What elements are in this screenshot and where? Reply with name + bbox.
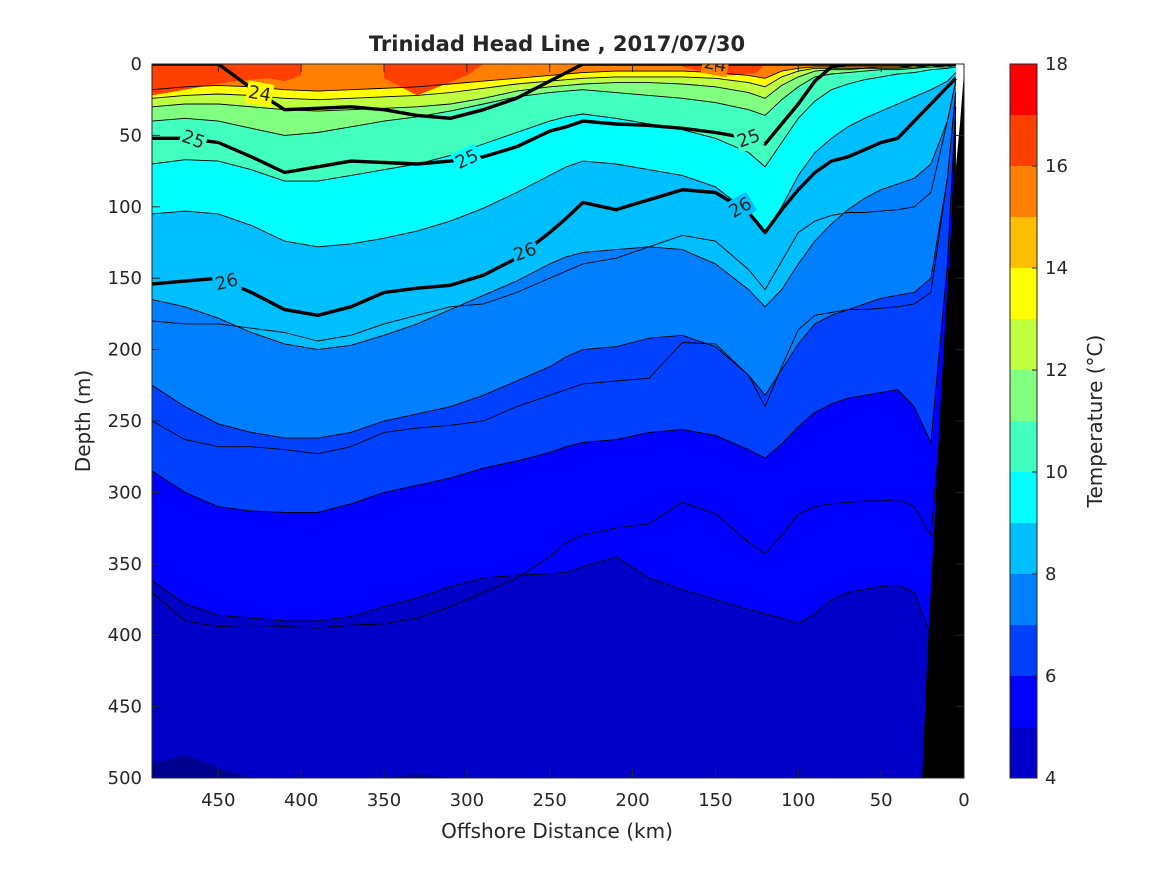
sigma-contour-thin-4 <box>152 92 957 455</box>
x-axis: 450 400 350 300 250 200 150 100 50 0 <box>201 64 970 811</box>
colorbar-tick-label: 4 <box>1045 768 1056 789</box>
contour-label-bg <box>177 124 210 155</box>
x-tick-label: 150 <box>698 790 732 811</box>
sigma-contour-thin-5 <box>152 106 957 629</box>
colorbar-label: Temperature (°C) <box>1083 335 1107 509</box>
colorbar-tick-label: 18 <box>1045 54 1068 75</box>
chart-title: Trinidad Head Line , 2017/07/30 <box>369 32 745 56</box>
colorbar-frame <box>1009 63 1038 779</box>
contour-label-bg <box>450 143 484 175</box>
colorbar-swatch-5 <box>1010 676 1037 727</box>
y-tick-label: 0 <box>131 54 142 75</box>
y-tick-label: 200 <box>108 340 142 361</box>
sigma-contour-24 <box>152 64 956 121</box>
y-tick-label: 400 <box>108 625 142 646</box>
colorbar-swatch-6 <box>1010 625 1037 676</box>
colorbar-swatch-17 <box>1010 64 1037 115</box>
colorbar-swatch-12 <box>1010 319 1037 370</box>
colorbar-tick-label: 8 <box>1045 564 1056 585</box>
x-tick-label: 400 <box>284 790 318 811</box>
colorbar-tick-label: 12 <box>1045 360 1068 381</box>
isotherm-line-10 <box>152 72 957 248</box>
contour-label-group: 24 <box>244 80 275 107</box>
sigma-contour-25 <box>152 64 956 175</box>
x-tick-label: 350 <box>367 790 401 811</box>
isotherm-line-15 <box>152 64 956 92</box>
isotherm-line-14 <box>152 64 956 101</box>
y-tick-label: 250 <box>108 411 142 432</box>
isotherm-line-12 <box>152 64 956 136</box>
y-tick-label: 50 <box>119 125 142 146</box>
contour-label-bg <box>211 267 243 296</box>
x-tick-label: 450 <box>201 790 235 811</box>
y-axis: 0 50 100 150 200 250 300 350 400 450 500 <box>108 54 964 789</box>
isotherm-line-7 <box>152 106 957 513</box>
y-tick-label: 300 <box>108 482 142 503</box>
contour-label-bg <box>723 191 758 224</box>
colorbar-swatch-8 <box>1010 523 1037 574</box>
contour-label-group: 25 <box>450 143 484 175</box>
isotherm-line-8 <box>152 92 957 439</box>
x-tick-label: 0 <box>958 790 969 811</box>
y-tick-label: 350 <box>108 554 142 575</box>
colorbar-swatch-14 <box>1010 217 1037 268</box>
x-tick-label: 100 <box>781 790 815 811</box>
isotherm-line-6 <box>152 121 957 636</box>
contour-label-24: 24 <box>247 82 273 107</box>
contour-label-bg <box>244 80 275 107</box>
colorbar-swatch-13 <box>1010 268 1037 319</box>
colorbar-swatch-9 <box>1010 472 1037 523</box>
y-axis-label: Depth (m) <box>71 370 95 472</box>
colorbar-swatch-7 <box>1010 574 1037 625</box>
colorbar-tick-label: 14 <box>1045 258 1068 279</box>
seafloor-bathymetry <box>922 78 964 778</box>
colorbar-swatch-10 <box>1010 421 1037 472</box>
contour-label-bg <box>700 64 731 78</box>
contour-label-bg <box>732 123 765 154</box>
sigma-contour-26 <box>152 77 957 317</box>
x-tick-label: 300 <box>450 790 484 811</box>
x-tick-label: 50 <box>870 790 893 811</box>
colorbar-swatch-15 <box>1010 166 1037 217</box>
isotherm-line-13 <box>152 64 956 112</box>
temperature-band-4C <box>152 754 956 778</box>
colorbar-swatch-4 <box>1010 727 1037 778</box>
x-axis-label: Offshore Distance (km) <box>441 819 673 843</box>
y-tick-label: 100 <box>108 197 142 218</box>
y-tick-label: 150 <box>108 268 142 289</box>
x-tick-label: 250 <box>533 790 567 811</box>
colorbar-tick-label: 6 <box>1045 666 1056 687</box>
colorbar-swatch-11 <box>1010 370 1037 421</box>
warm-pocket-1 <box>152 64 302 96</box>
colorbar-swatch-16 <box>1010 115 1037 166</box>
y-tick-label: 450 <box>108 697 142 718</box>
colorbar-tick-label: 10 <box>1045 462 1068 483</box>
contour-label-bg <box>508 237 541 267</box>
y-tick-label: 500 <box>108 768 142 789</box>
x-tick-label: 200 <box>615 790 649 811</box>
sigma-contour-thin-3 <box>152 81 957 342</box>
colorbar-tick-label: 16 <box>1045 156 1068 177</box>
colorbar: 4 6 8 10 12 14 16 18 <box>1009 54 1068 789</box>
